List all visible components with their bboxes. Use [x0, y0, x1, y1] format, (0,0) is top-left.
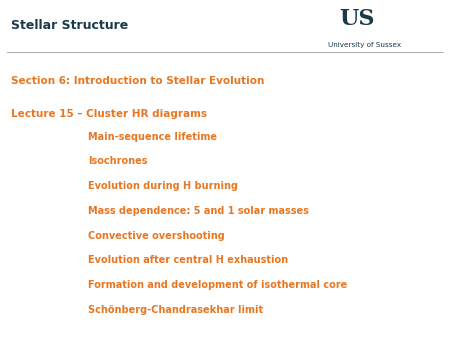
Text: Schönberg-Chandrasekhar limit: Schönberg-Chandrasekhar limit [88, 305, 263, 315]
Text: Section 6: Introduction to Stellar Evolution: Section 6: Introduction to Stellar Evolu… [11, 76, 265, 86]
Text: University of Sussex: University of Sussex [328, 42, 400, 48]
Text: Mass dependence: 5 and 1 solar masses: Mass dependence: 5 and 1 solar masses [88, 206, 309, 216]
Text: Evolution during H burning: Evolution during H burning [88, 181, 238, 191]
Text: Stellar Structure: Stellar Structure [11, 19, 129, 31]
Text: Evolution after central H exhaustion: Evolution after central H exhaustion [88, 255, 288, 265]
Text: US: US [340, 8, 375, 30]
Text: Convective overshooting: Convective overshooting [88, 231, 225, 241]
Text: Isochrones: Isochrones [88, 156, 147, 167]
Text: Lecture 15 – Cluster HR diagrams: Lecture 15 – Cluster HR diagrams [11, 109, 207, 119]
Text: Main-sequence lifetime: Main-sequence lifetime [88, 132, 217, 142]
Text: Formation and development of isothermal core: Formation and development of isothermal … [88, 280, 347, 290]
